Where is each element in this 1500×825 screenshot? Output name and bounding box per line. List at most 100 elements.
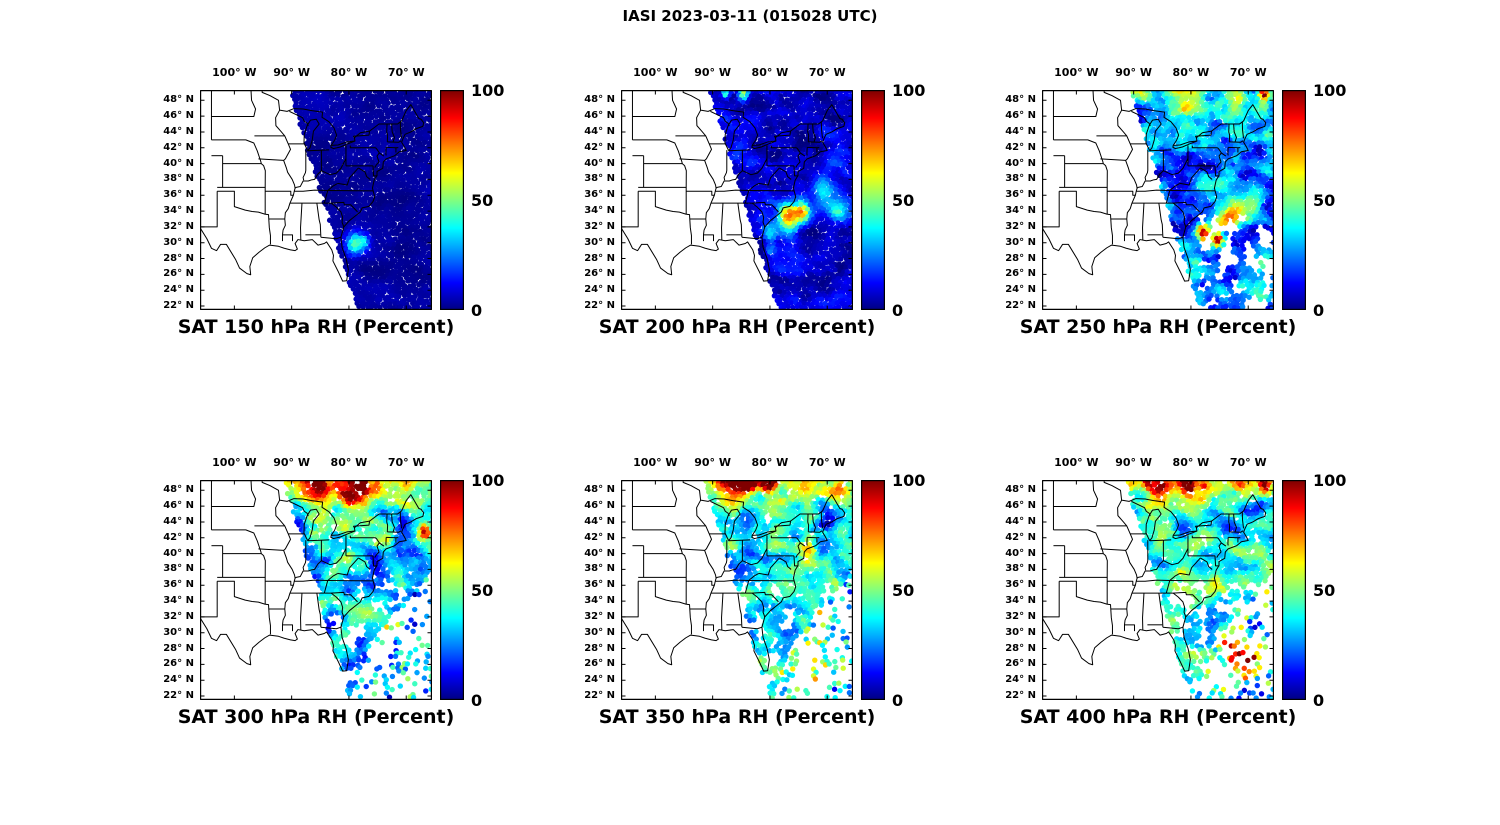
y-tick-label: 38° N (1005, 563, 1036, 575)
y-tick-label: 40° N (584, 157, 615, 169)
y-tick-label: 46° N (584, 110, 615, 122)
y-tick-label: 28° N (1005, 252, 1036, 264)
y-tick-label: 40° N (163, 547, 194, 559)
y-tick-label: 28° N (1005, 642, 1036, 654)
x-tick-label: 80° W (330, 66, 368, 79)
y-tick-label: 34° N (1005, 595, 1036, 607)
y-tick-label: 48° N (163, 484, 194, 496)
panel-350hpa: 100° W 90° W 80° W 70° W 48° N 46° N 44° N 42° … (551, 450, 925, 750)
y-tick-label: 24° N (584, 284, 615, 296)
y-tick-label: 32° N (584, 610, 615, 622)
y-tick-label: 42° N (1005, 141, 1036, 153)
y-tick-label: 40° N (1005, 547, 1036, 559)
y-tick-label: 34° N (163, 205, 194, 217)
x-tick-label: 80° W (1172, 66, 1210, 79)
map-canvas (200, 90, 432, 310)
y-tick-label: 46° N (163, 110, 194, 122)
y-tick-label: 46° N (1005, 500, 1036, 512)
y-tick-label: 40° N (163, 157, 194, 169)
panel-300hpa: 100° W 90° W 80° W 70° W 48° N 46° N 44° N 42° … (130, 450, 504, 750)
y-tick-label: 32° N (584, 220, 615, 232)
colorbar-tick-label: 50 (892, 581, 915, 600)
y-tick-label: 48° N (1005, 94, 1036, 106)
colorbar-tick-label: 0 (892, 691, 904, 710)
map-canvas (1042, 480, 1274, 700)
y-tick-label: 28° N (163, 642, 194, 654)
y-tick-label: 24° N (1005, 284, 1036, 296)
y-tick-label: 26° N (1005, 268, 1036, 280)
colorbar (861, 480, 885, 700)
x-tick-label: 90° W (694, 456, 732, 469)
y-tick-label: 26° N (584, 268, 615, 280)
map-canvas (1042, 90, 1274, 310)
colorbar-tick-label: 100 (471, 81, 505, 100)
y-tick-label: 26° N (1005, 658, 1036, 670)
x-tick-label: 80° W (751, 456, 789, 469)
y-tick-label: 40° N (1005, 157, 1036, 169)
map-canvas (621, 90, 853, 310)
y-tick-label: 32° N (1005, 610, 1036, 622)
y-tick-label: 46° N (1005, 110, 1036, 122)
figure-title: IASI 2023-03-11 (015028 UTC) (622, 7, 878, 25)
y-tick-label: 38° N (1005, 173, 1036, 185)
y-tick-label: 22° N (1005, 300, 1036, 312)
y-tick-label: 36° N (1005, 579, 1036, 591)
y-tick-label: 24° N (584, 674, 615, 686)
colorbar-tick-label: 50 (471, 191, 494, 210)
y-tick-label: 34° N (584, 205, 615, 217)
x-tick-label: 80° W (751, 66, 789, 79)
y-tick-label: 44° N (163, 515, 194, 527)
y-tick-label: 38° N (163, 563, 194, 575)
panel-title: SAT 400 hPa RH (Percent) (1019, 706, 1297, 728)
y-tick-label: 26° N (163, 658, 194, 670)
y-tick-label: 48° N (584, 484, 615, 496)
y-tick-label: 40° N (584, 547, 615, 559)
x-tick-label: 90° W (273, 456, 311, 469)
x-tick-label: 70° W (808, 66, 846, 79)
y-tick-label: 44° N (584, 125, 615, 137)
y-tick-label: 48° N (1005, 484, 1036, 496)
colorbar-tick-label: 100 (892, 81, 926, 100)
x-tick-label: 70° W (808, 456, 846, 469)
y-tick-label: 30° N (584, 236, 615, 248)
panel-200hpa: 100° W 90° W 80° W 70° W 48° N 46° N 44° N 42° … (551, 60, 925, 360)
y-tick-label: 24° N (1005, 674, 1036, 686)
x-tick-label: 100° W (212, 66, 257, 79)
y-tick-label: 36° N (1005, 189, 1036, 201)
panel-title: SAT 150 hPa RH (Percent) (177, 316, 455, 338)
y-tick-label: 48° N (163, 94, 194, 106)
y-tick-label: 36° N (163, 189, 194, 201)
x-tick-label: 100° W (212, 456, 257, 469)
y-tick-label: 28° N (584, 642, 615, 654)
y-tick-label: 32° N (163, 220, 194, 232)
colorbar-tick-label: 0 (892, 301, 904, 320)
colorbar-tick-label: 0 (471, 301, 483, 320)
y-tick-label: 44° N (1005, 125, 1036, 137)
y-tick-label: 22° N (584, 300, 615, 312)
y-tick-label: 48° N (584, 94, 615, 106)
y-tick-label: 36° N (163, 579, 194, 591)
x-tick-label: 90° W (694, 66, 732, 79)
y-tick-label: 22° N (163, 300, 194, 312)
panel-150hpa: 100° W 90° W 80° W 70° W 48° N 46° N 44° N 42° … (130, 60, 504, 360)
y-tick-label: 34° N (584, 595, 615, 607)
colorbar-tick-label: 50 (892, 191, 915, 210)
y-tick-label: 42° N (163, 141, 194, 153)
y-tick-label: 38° N (163, 173, 194, 185)
map-canvas (200, 480, 432, 700)
y-tick-label: 38° N (584, 173, 615, 185)
colorbar-tick-label: 100 (1313, 471, 1347, 490)
y-tick-label: 26° N (584, 658, 615, 670)
y-tick-label: 32° N (1005, 220, 1036, 232)
y-tick-label: 34° N (1005, 205, 1036, 217)
colorbar-tick-label: 100 (892, 471, 926, 490)
y-tick-label: 28° N (584, 252, 615, 264)
map-canvas (621, 480, 853, 700)
x-tick-label: 90° W (1115, 66, 1153, 79)
panel-title: SAT 250 hPa RH (Percent) (1019, 316, 1297, 338)
y-tick-label: 24° N (163, 674, 194, 686)
colorbar-tick-label: 50 (1313, 581, 1336, 600)
colorbar-tick-label: 100 (1313, 81, 1347, 100)
x-tick-label: 90° W (1115, 456, 1153, 469)
